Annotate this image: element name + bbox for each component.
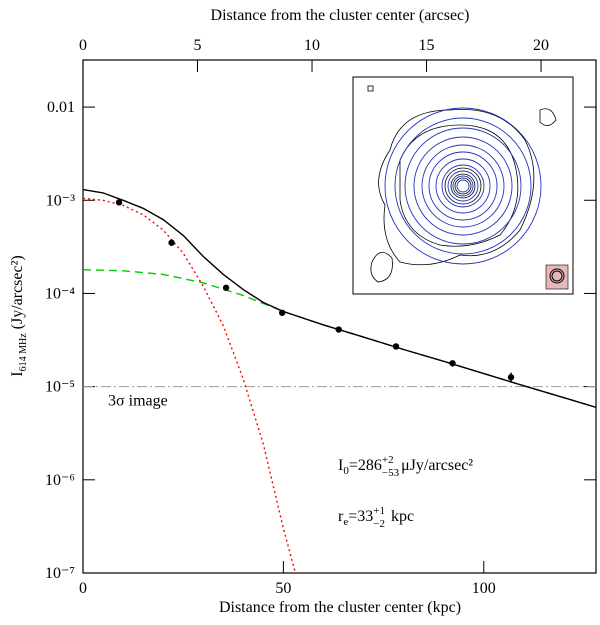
y-tick-label: 10⁻⁴ (45, 285, 75, 302)
annotation-unit: kpc (387, 508, 414, 525)
model-curve (83, 197, 297, 573)
data-point (278, 309, 286, 316)
data-point (115, 199, 123, 206)
y-tick-label: 10⁻⁶ (45, 472, 75, 489)
annotation-unit: μJy/arcsec² (401, 457, 473, 474)
threshold-label: 3σ image (108, 393, 168, 410)
y-axis-label: I614 MHz (Jy/arcsec²) (9, 255, 29, 376)
data-point (392, 343, 400, 350)
x-axis-label: Distance from the cluster center (kpc) (219, 599, 461, 616)
annotation-lower: −2 (373, 518, 385, 530)
data-point (449, 360, 456, 367)
y-label-sub: 614 MHz (18, 333, 29, 372)
data-point (335, 326, 342, 333)
plot-frame (82, 59, 597, 574)
annotation: re=33+1 −2 kpc (338, 505, 414, 530)
y-tick-label: 10⁻³ (46, 192, 75, 209)
y-tick-label: 10⁻⁵ (45, 379, 75, 396)
x-tick-label: 100 (472, 580, 496, 597)
annotation-sub: 0 (343, 465, 349, 477)
data-point (168, 239, 175, 246)
curves (83, 188, 596, 573)
y-label-main: I (9, 371, 26, 376)
annotation-upper: +1 (373, 505, 385, 517)
data-point (222, 284, 230, 291)
annotation: I0=286+2 −53 μJy/arcsec² (338, 454, 473, 479)
inset-image (352, 76, 574, 295)
x-tick-label: 50 (275, 580, 291, 597)
x2-tick-label: 20 (533, 37, 549, 54)
y-label-unit: (Jy/arcsec²) (9, 255, 26, 333)
annotation-text: =33 (348, 508, 373, 525)
x2-tick-label: 0 (79, 37, 87, 54)
x2-axis-label: Distance from the cluster center (arcsec… (211, 7, 470, 24)
model-curve (83, 188, 596, 408)
x2-tick-label: 10 (304, 37, 320, 54)
y-tick-label: 0.01 (47, 99, 75, 116)
annotation-lower: −53 (382, 467, 400, 479)
annotation-main: r (338, 508, 344, 525)
annotation-upper: +2 (382, 454, 394, 466)
annotation-text: =286 (349, 457, 382, 474)
data-point (507, 374, 515, 381)
x2-tick-label: 5 (194, 37, 202, 54)
annotation-sub: e (343, 516, 348, 528)
annotation-main: I (338, 457, 343, 474)
x2-tick-label: 15 (419, 37, 435, 54)
y-tick-label: 10⁻⁷ (45, 565, 75, 582)
x-tick-label: 0 (79, 580, 87, 597)
